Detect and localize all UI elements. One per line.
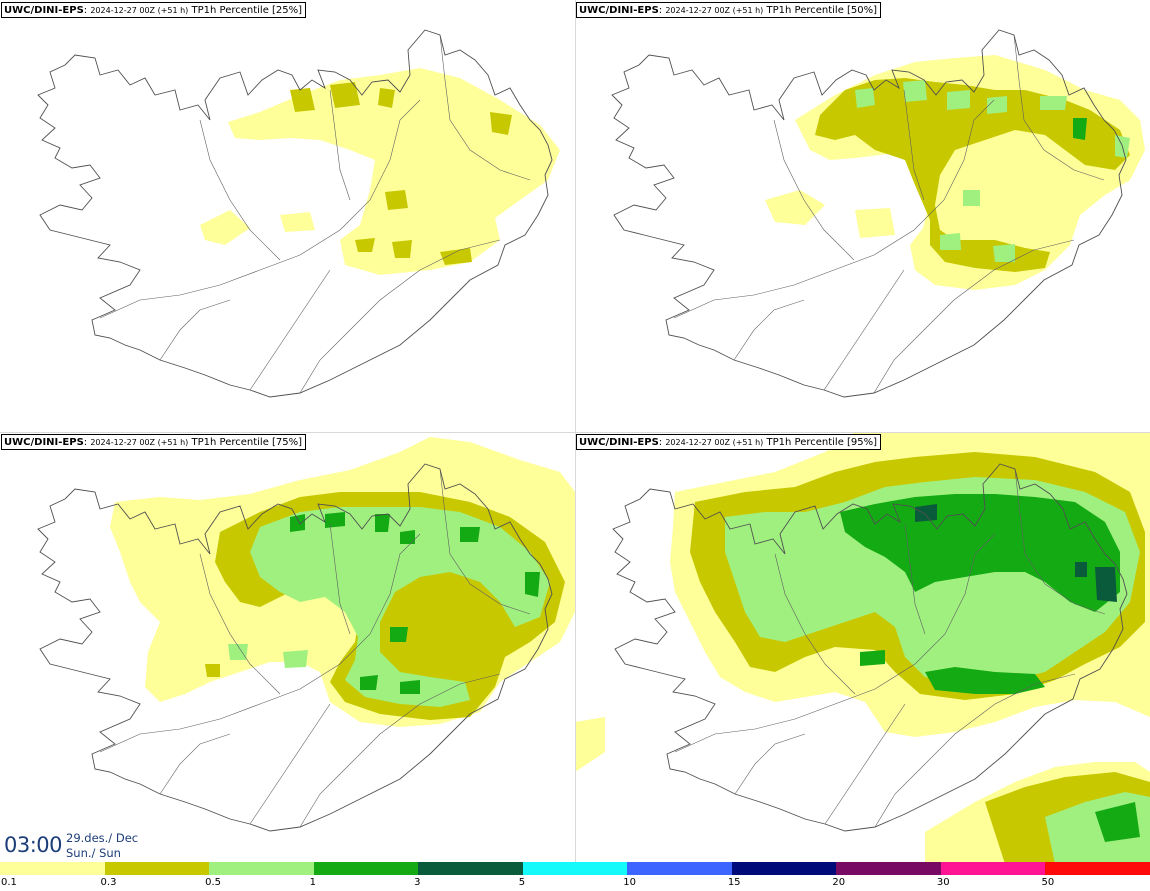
precip-fill-95 <box>575 432 1150 864</box>
legend-tick-label: 30 <box>936 877 950 888</box>
map-panel-50: UWC/DINI-EPS: 2024-12-27 00Z (+51 h) TP1… <box>575 0 1150 432</box>
legend-swatch <box>940 862 1046 875</box>
legend-tick-label: 0.1 <box>1 877 17 888</box>
legend-swatch <box>0 862 105 875</box>
legend-swatch <box>1045 862 1150 875</box>
model-name: UWC/DINI-EPS <box>579 5 659 16</box>
run-time: 2024-12-27 00Z (+51 h) <box>665 438 764 447</box>
legend-tick-label: 10 <box>623 877 636 888</box>
legend-swatch <box>104 862 210 875</box>
model-name: UWC/DINI-EPS <box>4 437 84 448</box>
legend-swatch <box>418 862 523 875</box>
color-legend: 0.1 0.3 0.5 1 3 5 10 15 20 30 50 <box>0 862 1150 891</box>
valid-time: 03:00 <box>4 833 63 857</box>
legend-swatch <box>731 862 837 875</box>
valid-date: 29.des./ Dec <box>66 831 139 845</box>
precip-map-50 <box>611 29 1145 398</box>
legend-tick-label: 3 <box>414 877 421 888</box>
legend-tick-label: 0.3 <box>100 877 117 888</box>
panel-divider-vertical <box>575 0 576 862</box>
legend-swatch <box>313 862 419 875</box>
panel-title: UWC/DINI-EPS: 2024-12-27 00Z (+51 h) TP1… <box>1 2 307 18</box>
map-panel-25: UWC/DINI-EPS: 2024-12-27 00Z (+51 h) TP1… <box>0 0 575 432</box>
variable-label: TP1h Percentile [75%] <box>191 437 303 448</box>
legend-tick-label: 5 <box>518 877 526 888</box>
legend-tick-label: 20 <box>832 877 846 888</box>
precip-fill-75 <box>110 437 575 727</box>
legend-swatch <box>209 862 314 875</box>
variable-label: TP1h Percentile [50%] <box>766 5 878 16</box>
legend-swatch <box>836 862 941 875</box>
precip-map-75 <box>37 437 575 832</box>
run-time: 2024-12-27 00Z (+51 h) <box>90 6 189 15</box>
model-name: UWC/DINI-EPS <box>579 437 659 448</box>
valid-time-box: 03:00 29.des./ Dec Sun./ Sun <box>0 826 145 862</box>
legend-tick-label: 50 <box>1041 877 1055 888</box>
precip-fill-50 <box>765 55 1145 290</box>
panel-divider-horizontal <box>0 432 1150 433</box>
precip-map-95 <box>575 432 1150 864</box>
map-panel-95: UWC/DINI-EPS: 2024-12-27 00Z (+51 h) TP1… <box>575 432 1150 864</box>
legend-swatch <box>522 862 628 875</box>
model-name: UWC/DINI-EPS <box>4 5 84 16</box>
run-time: 2024-12-27 00Z (+51 h) <box>665 6 764 15</box>
precip-fill-25 <box>200 68 560 275</box>
variable-label: TP1h Percentile [95%] <box>766 437 878 448</box>
run-time: 2024-12-27 00Z (+51 h) <box>90 438 189 447</box>
precip-map-25 <box>37 29 560 398</box>
map-panel-75: UWC/DINI-EPS: 2024-12-27 00Z (+51 h) TP1… <box>0 432 575 864</box>
legend-swatch <box>627 862 732 875</box>
legend-tick-label: 0.5 <box>205 877 221 888</box>
panel-title: UWC/DINI-EPS: 2024-12-27 00Z (+51 h) TP1… <box>576 434 882 450</box>
legend-tick-label: 1 <box>309 877 316 888</box>
legend-bar <box>0 862 1150 875</box>
variable-label: TP1h Percentile [25%] <box>191 5 303 16</box>
panel-title: UWC/DINI-EPS: 2024-12-27 00Z (+51 h) TP1… <box>1 434 307 450</box>
panel-title: UWC/DINI-EPS: 2024-12-27 00Z (+51 h) TP1… <box>576 2 882 18</box>
legend-tick-label: 15 <box>727 877 741 888</box>
valid-day: Sun./ Sun <box>66 846 121 860</box>
